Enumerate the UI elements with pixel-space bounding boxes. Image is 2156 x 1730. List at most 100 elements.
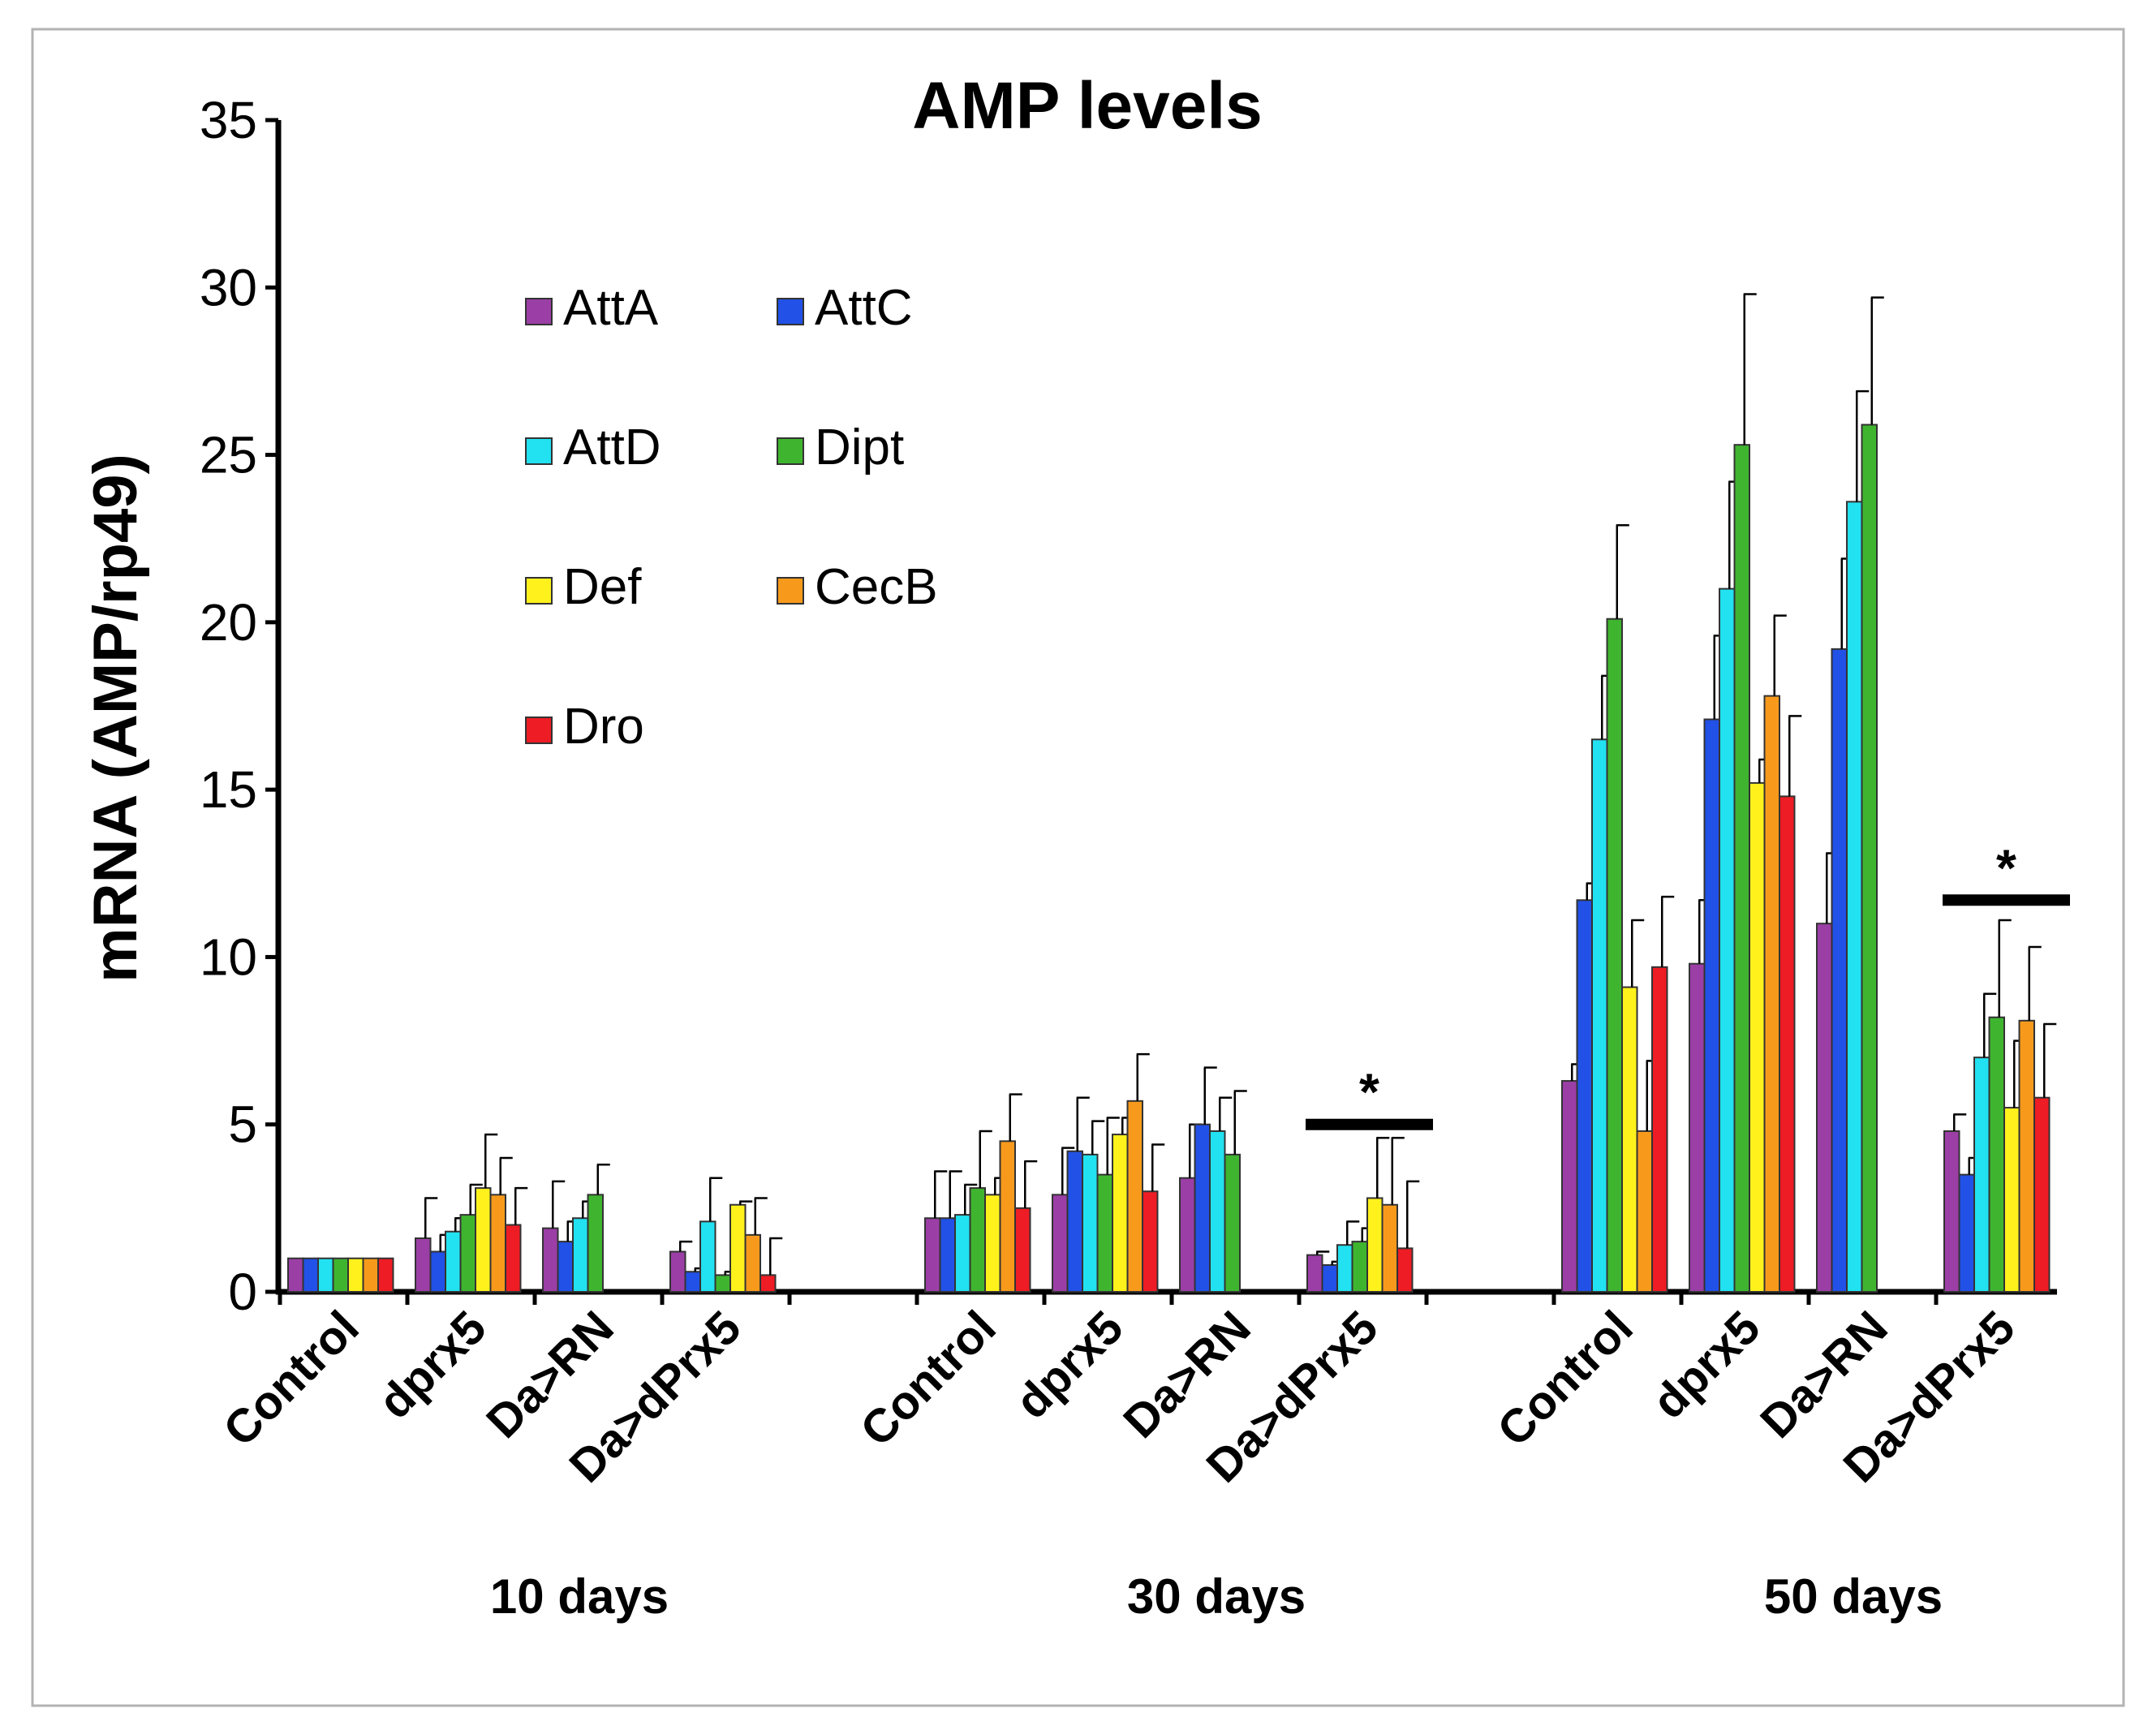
bar <box>415 1237 432 1293</box>
bar <box>1014 1207 1031 1293</box>
legend-label: Def <box>563 559 642 615</box>
significance-star: * <box>1996 838 2016 897</box>
legend-swatch <box>777 577 804 605</box>
bar <box>1846 501 1863 1293</box>
legend-label: AttA <box>563 280 659 336</box>
y-tick-label: 25 <box>200 426 257 484</box>
bar <box>1943 1130 1960 1293</box>
bar <box>760 1274 777 1293</box>
bar <box>377 1257 394 1293</box>
bar <box>1351 1241 1368 1293</box>
bar <box>1636 1130 1653 1293</box>
legend-item-Def: Def <box>525 559 642 615</box>
bar <box>1179 1177 1196 1293</box>
bar <box>1112 1134 1129 1293</box>
bar <box>347 1257 364 1293</box>
legend-label: Dipt <box>815 420 904 476</box>
bar <box>1816 923 1833 1293</box>
bar <box>2003 1107 2020 1293</box>
bar <box>1066 1150 1083 1293</box>
y-tick-label: 0 <box>228 1263 257 1321</box>
bar <box>699 1220 717 1293</box>
legend-swatch <box>525 437 553 465</box>
bar <box>669 1250 686 1293</box>
legend-label: Dro <box>563 699 644 755</box>
bar <box>1606 618 1623 1293</box>
bar <box>954 1214 971 1293</box>
bar <box>332 1257 349 1293</box>
bar <box>317 1257 334 1293</box>
significance-annotations: ** <box>1306 838 2070 1130</box>
legend-label: AttC <box>815 280 913 336</box>
y-tick-label: 35 <box>200 91 257 149</box>
bar <box>1096 1173 1113 1293</box>
bar-series-AttC <box>302 557 1982 1293</box>
bar <box>969 1187 986 1293</box>
legend-item-AttC: AttC <box>777 280 913 336</box>
bar <box>557 1241 574 1293</box>
bar <box>1779 795 1796 1293</box>
significance-star: * <box>1359 1063 1379 1121</box>
bar <box>1224 1153 1241 1293</box>
significance-marker: * <box>1943 838 2070 906</box>
bar <box>2018 1019 2035 1293</box>
bar <box>1831 648 1848 1293</box>
bar <box>1142 1190 1159 1293</box>
group-label: 50 days <box>1764 1569 1943 1624</box>
bar <box>362 1257 379 1293</box>
bar <box>1651 966 1668 1293</box>
y-tick-label: 5 <box>228 1095 257 1154</box>
y-tick-label: 30 <box>200 258 257 316</box>
y-tick-label: 15 <box>200 760 257 819</box>
y-axis-label: mRNA (AMP/rp49) <box>81 454 150 983</box>
legend-swatch <box>777 298 804 325</box>
bar-series-Dro <box>377 715 2057 1293</box>
chart-frame <box>31 28 2125 1707</box>
bar <box>1689 962 1706 1293</box>
bar <box>1763 695 1780 1293</box>
bar <box>714 1274 731 1293</box>
bar <box>984 1194 1001 1293</box>
bar <box>1082 1153 1099 1293</box>
bar <box>1733 444 1750 1293</box>
bar <box>2033 1096 2051 1293</box>
bar <box>1621 986 1638 1293</box>
legend-item-AttA: AttA <box>525 280 659 336</box>
y-tick-label: 10 <box>200 927 257 986</box>
group-label: 30 days <box>1127 1569 1306 1624</box>
bar <box>1719 587 1736 1293</box>
bar <box>744 1233 761 1293</box>
legend-label: AttD <box>563 420 661 476</box>
legend-item-Dipt: Dipt <box>777 420 904 476</box>
legend-swatch <box>525 577 553 605</box>
legend-item-CecB: CecB <box>777 559 938 615</box>
legend: AttA AttC AttD Dipt Def CecB Dro <box>525 280 938 755</box>
bar <box>1703 718 1720 1293</box>
legend-swatch <box>525 298 553 325</box>
bar-series-group <box>287 293 2057 1293</box>
x-category-label: Control <box>850 1301 1006 1457</box>
bar <box>505 1224 522 1293</box>
bar-series-Dipt <box>332 293 2012 1293</box>
group-label: 10 days <box>490 1569 669 1624</box>
bar <box>1209 1130 1226 1293</box>
bar <box>1052 1194 1069 1293</box>
bar <box>1336 1244 1353 1293</box>
bar-series-AttA <box>287 852 1967 1293</box>
bar <box>1381 1203 1398 1293</box>
bar <box>1591 738 1608 1293</box>
bar <box>459 1214 476 1293</box>
legend-label: CecB <box>815 559 938 615</box>
bar <box>999 1140 1016 1293</box>
bar <box>429 1250 446 1293</box>
x-category-label: Control <box>213 1301 369 1457</box>
bar <box>302 1257 319 1293</box>
bar <box>287 1257 304 1293</box>
bar <box>1194 1123 1211 1293</box>
legend-item-Dro: Dro <box>525 699 644 755</box>
bar <box>684 1271 701 1293</box>
bar <box>1321 1263 1338 1293</box>
bar <box>1958 1173 1975 1293</box>
